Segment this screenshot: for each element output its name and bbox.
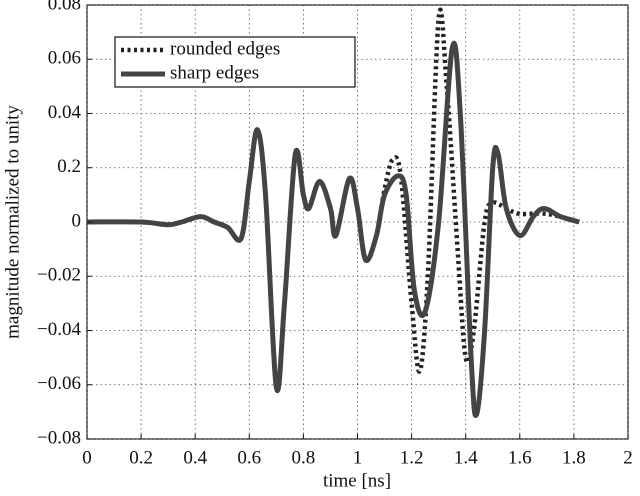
- x-tick-label: 0.2: [129, 447, 153, 468]
- y-tick-label: 0.04: [48, 102, 82, 123]
- x-tick-label: 1.6: [508, 447, 532, 468]
- x-tick-label: 0: [82, 447, 92, 468]
- y-tick-label: −0.04: [37, 319, 81, 340]
- y-tick-label: 0.08: [48, 0, 81, 14]
- y-tick-label: 0.06: [48, 48, 81, 69]
- lines: [86, 7, 580, 418]
- x-tick-label: 2: [623, 447, 633, 468]
- legend: rounded edges sharp edges: [114, 36, 356, 88]
- legend-label: rounded edges: [170, 38, 280, 59]
- y-axis-label: magnitude normalized to unity: [2, 105, 23, 339]
- x-tick-label: 0.8: [292, 447, 316, 468]
- series-line: [86, 40, 580, 418]
- y-tick-label: 0: [72, 210, 82, 231]
- x-tick-label: 0.6: [237, 447, 261, 468]
- y-tick-label: −0.02: [37, 265, 81, 286]
- x-tick-label: 1.2: [400, 447, 424, 468]
- x-tick-label: 0.4: [183, 447, 207, 468]
- axes: 0 0.2 0.4 0.6 0.8 1 1.2 1.4 1.6 1.8 2 −0.08 −0.06 −0.…: [37, 0, 633, 468]
- y-tick-label: −0.08: [37, 427, 81, 448]
- legend-box: [114, 36, 356, 88]
- x-axis-label: time [ns]: [323, 470, 391, 491]
- y-tick-label: 0.2: [57, 156, 81, 177]
- legend-label: sharp edges: [170, 62, 259, 83]
- y-tick-label: −0.06: [37, 373, 81, 394]
- x-tick-label: 1.4: [454, 447, 478, 468]
- x-tick-label: 1.8: [562, 447, 586, 468]
- x-tick-label: 1: [353, 447, 363, 468]
